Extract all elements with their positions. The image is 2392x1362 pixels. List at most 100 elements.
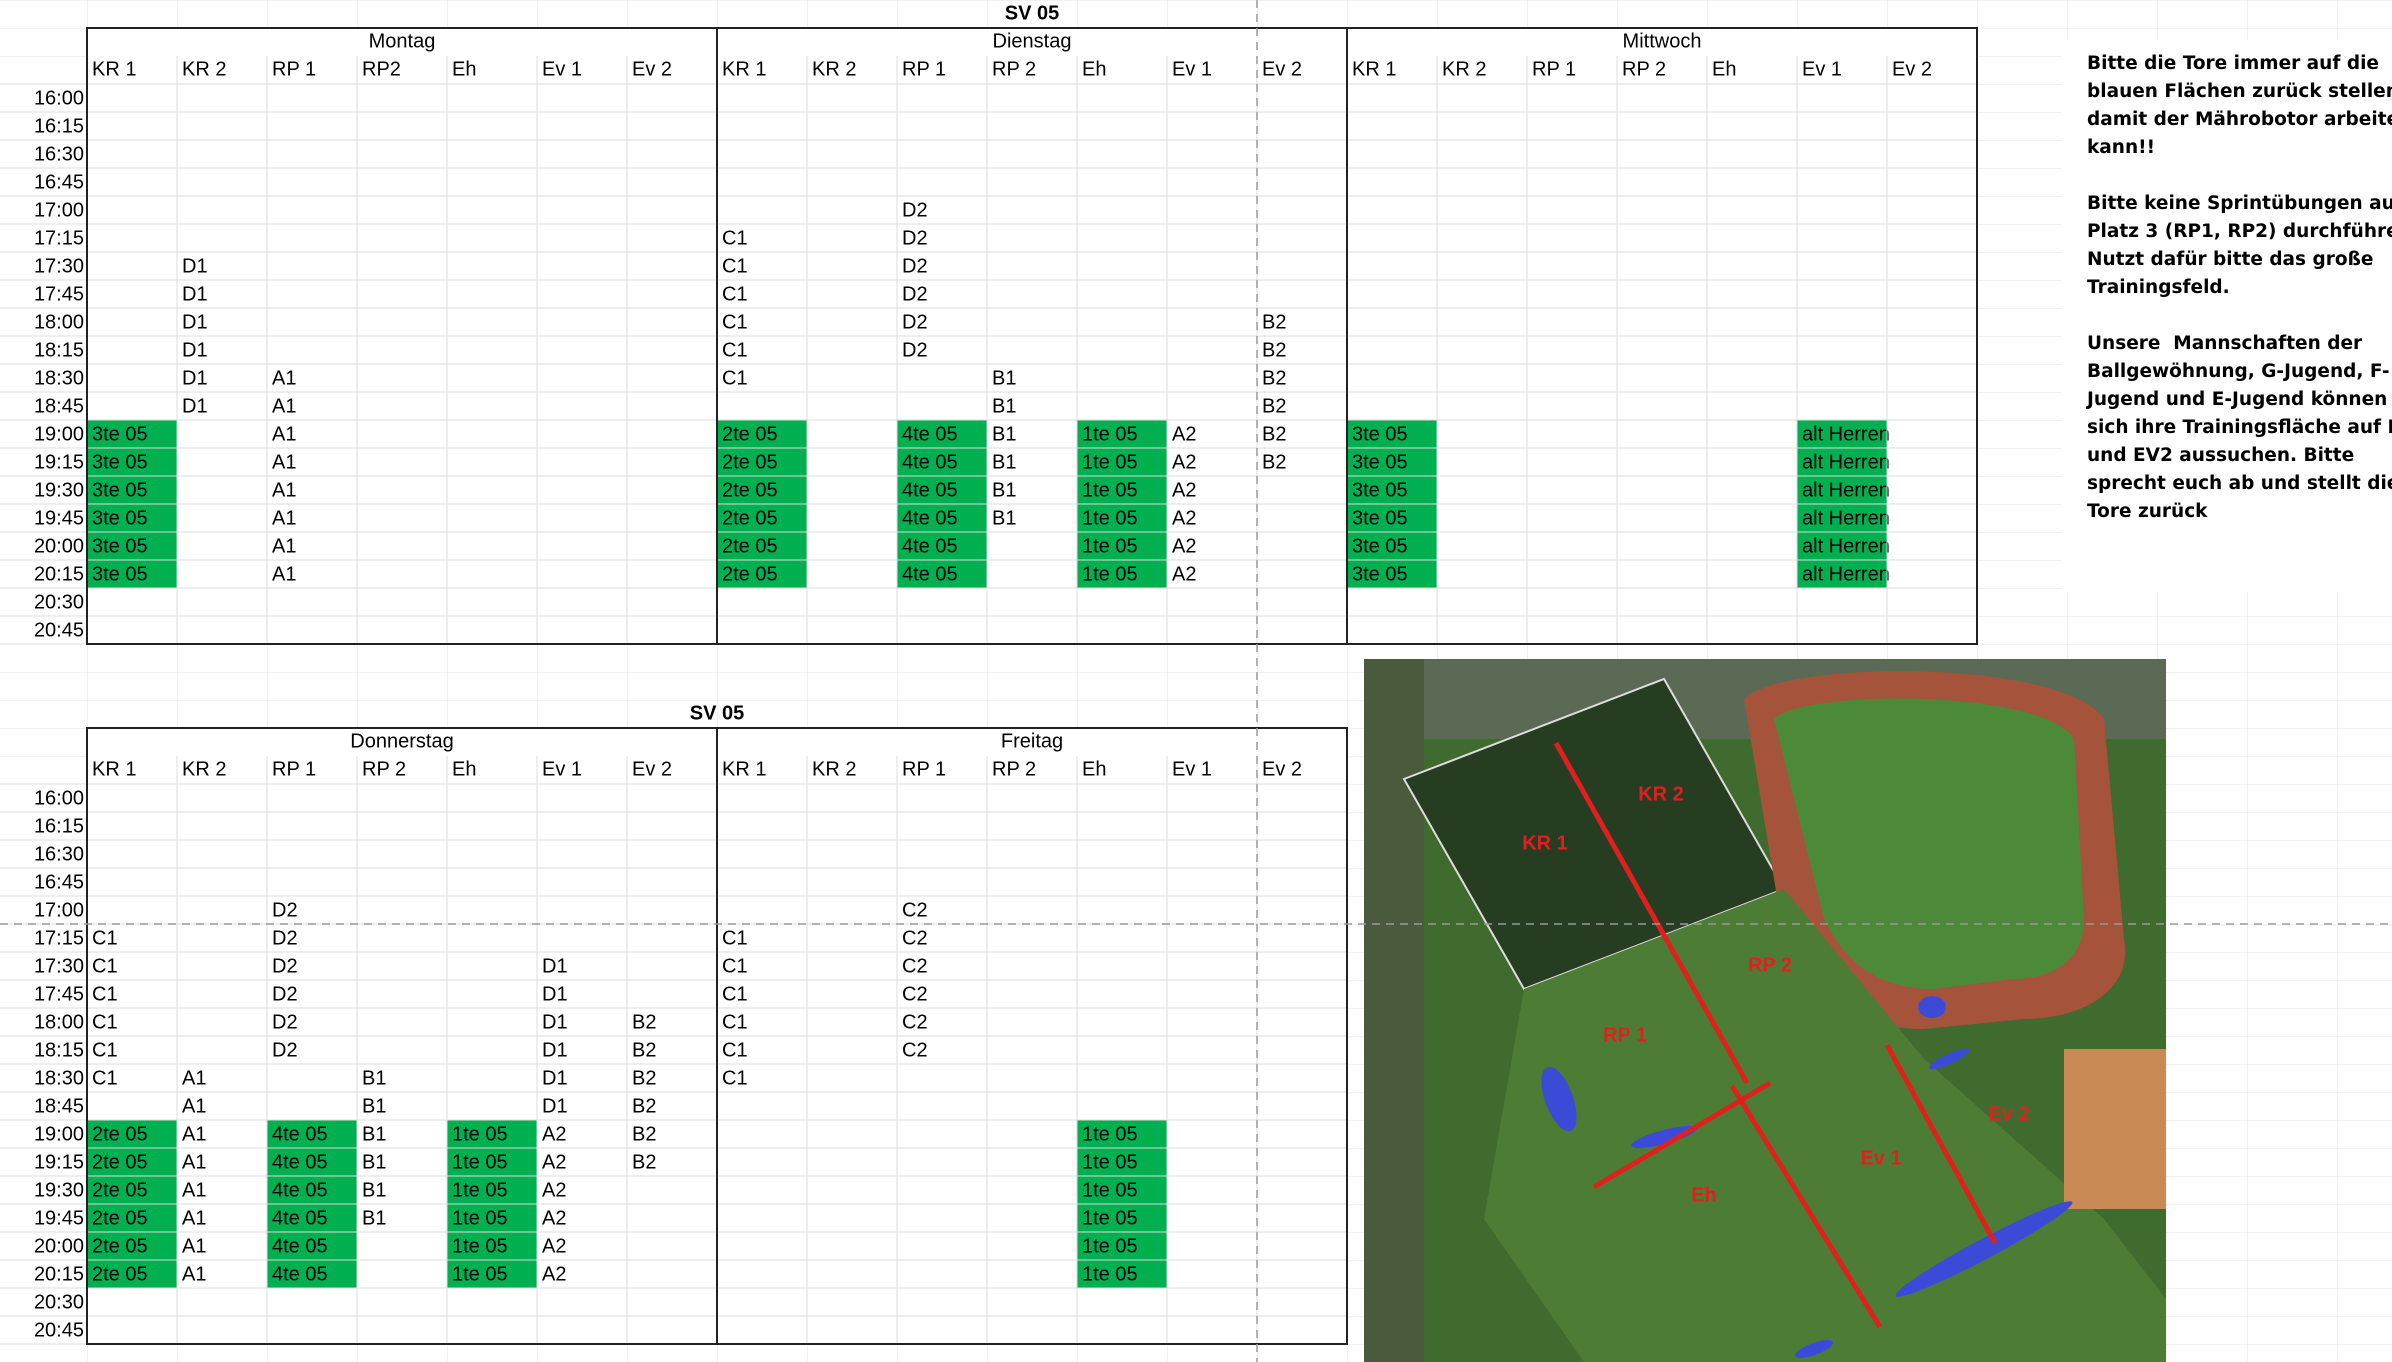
cell-text: A1 — [272, 395, 296, 417]
time-label: 18:15 — [34, 339, 84, 361]
cell-text: 3te 05 — [92, 563, 148, 585]
time-label: 18:00 — [34, 1011, 84, 1033]
highlight-cell — [717, 560, 807, 588]
cell-text: 4te 05 — [272, 1179, 328, 1201]
time-label: 18:30 — [34, 1067, 84, 1089]
time-label: 19:45 — [34, 507, 84, 529]
cell-text: C1 — [722, 927, 748, 949]
cell-text: 4te 05 — [902, 507, 958, 529]
map-label: RP 1 — [1603, 1024, 1647, 1046]
highlight-cell — [897, 504, 987, 532]
table-title: SV 05 — [1005, 2, 1059, 24]
time-label: 20:30 — [34, 1291, 84, 1313]
column-header: Ev 1 — [1172, 58, 1212, 80]
highlight-cell — [897, 420, 987, 448]
cell-text: C1 — [92, 1011, 118, 1033]
cell-text: B1 — [992, 451, 1016, 473]
cell-text: 4te 05 — [272, 1235, 328, 1257]
cell-text: 3te 05 — [92, 507, 148, 529]
cell-text: C1 — [92, 983, 118, 1005]
time-label: 19:15 — [34, 1151, 84, 1173]
cell-text: C1 — [92, 927, 118, 949]
cell-text: 4te 05 — [272, 1263, 328, 1285]
highlight-cell — [87, 1120, 177, 1148]
cell-text: 1te 05 — [452, 1235, 508, 1257]
column-header: Ev 2 — [1262, 758, 1302, 780]
cell-text: B2 — [632, 1067, 656, 1089]
time-label: 18:45 — [34, 395, 84, 417]
cell-text: 1te 05 — [1082, 1179, 1138, 1201]
cell-text: 1te 05 — [1082, 1235, 1138, 1257]
column-header: RP2 — [362, 58, 401, 80]
cell-text: 1te 05 — [1082, 535, 1138, 557]
cell-text: 2te 05 — [92, 1151, 148, 1173]
column-header: KR 2 — [812, 758, 856, 780]
cell-text: A2 — [542, 1123, 566, 1145]
column-header: KR 1 — [1352, 58, 1396, 80]
highlight-cell — [267, 1204, 357, 1232]
column-header: KR 1 — [722, 58, 766, 80]
note-line: Jugend und E-Jugend können — [2085, 389, 2387, 410]
column-header: KR 2 — [182, 758, 226, 780]
highlight-cell — [447, 1232, 537, 1260]
note-line: Bitte die Tore immer auf die — [2087, 53, 2379, 74]
cell-text: B2 — [1262, 395, 1286, 417]
cell-text: 4te 05 — [902, 423, 958, 445]
column-header: Eh — [1082, 758, 1106, 780]
cell-text: D2 — [272, 1039, 298, 1061]
highlight-cell — [1347, 420, 1437, 448]
cell-text: A2 — [542, 1263, 566, 1285]
day-name: Donnerstag — [350, 730, 453, 752]
time-label: 17:45 — [34, 983, 84, 1005]
highlight-cell — [1077, 560, 1167, 588]
schedule-table: SV 05 D2 C2 C1 D2 C1 C2 C1 D2 D1 C1 C2 C1 D2 D1 C1 C2 C1 D… — [0, 702, 1348, 1345]
highlight-cell — [1077, 1232, 1167, 1260]
cell-text: 3te 05 — [1352, 451, 1408, 473]
cell-text: D1 — [542, 1039, 568, 1061]
time-label: 19:00 — [34, 1123, 84, 1145]
cell-text: C1 — [92, 1067, 118, 1089]
time-label: 16:15 — [34, 115, 84, 137]
note-line: Trainingsfeld. — [2087, 277, 2230, 298]
highlight-cell — [1077, 1120, 1167, 1148]
highlight-cell — [897, 448, 987, 476]
cell-text: alt Herren — [1802, 507, 1890, 529]
cell-text: 1te 05 — [1082, 563, 1138, 585]
time-label: 19:30 — [34, 479, 84, 501]
cell-text: A2 — [1172, 535, 1196, 557]
notes: Bitte die Tore immer auf die blauen Fläch… — [2085, 53, 2392, 522]
cell-text: B1 — [362, 1123, 386, 1145]
note-line: damit der Mährobotor arbeiten — [2087, 109, 2392, 130]
cell-text: B1 — [362, 1151, 386, 1173]
time-label: 18:00 — [34, 311, 84, 333]
column-header: RP 1 — [272, 58, 316, 80]
cell-text: A2 — [542, 1207, 566, 1229]
highlight-cell — [447, 1176, 537, 1204]
cell-text: B1 — [362, 1207, 386, 1229]
cell-text: 4te 05 — [272, 1123, 328, 1145]
column-header: Ev 2 — [632, 58, 672, 80]
cell-text: D2 — [902, 227, 928, 249]
highlight-cell — [87, 504, 177, 532]
cell-text: D1 — [542, 983, 568, 1005]
time-label: 20:45 — [34, 1319, 84, 1341]
cell-text: 1te 05 — [452, 1179, 508, 1201]
cell-text: C2 — [902, 1039, 928, 1061]
column-header: KR 1 — [92, 58, 136, 80]
highlight-cell — [447, 1148, 537, 1176]
cell-text: B1 — [362, 1179, 386, 1201]
cell-text: B2 — [1262, 367, 1286, 389]
cell-text: 2te 05 — [92, 1235, 148, 1257]
highlight-cell — [1797, 532, 1887, 560]
cell-text: alt Herren — [1802, 479, 1890, 501]
tables: SV 05 D2 C1 D2 D1 C1 D2 D1 C1 D2 D1 C1 D2 B2 D1 C1 D2 B2 D… — [0, 2, 1978, 1345]
time-label: 17:00 — [34, 899, 84, 921]
highlight-cell — [897, 560, 987, 588]
highlight-cell — [717, 420, 807, 448]
cell-text: D1 — [182, 283, 208, 305]
cell-text: C1 — [722, 255, 748, 277]
cell-text: 2te 05 — [92, 1123, 148, 1145]
time-label: 17:15 — [34, 927, 84, 949]
cell-text: B2 — [632, 1039, 656, 1061]
cell-text: B1 — [362, 1095, 386, 1117]
